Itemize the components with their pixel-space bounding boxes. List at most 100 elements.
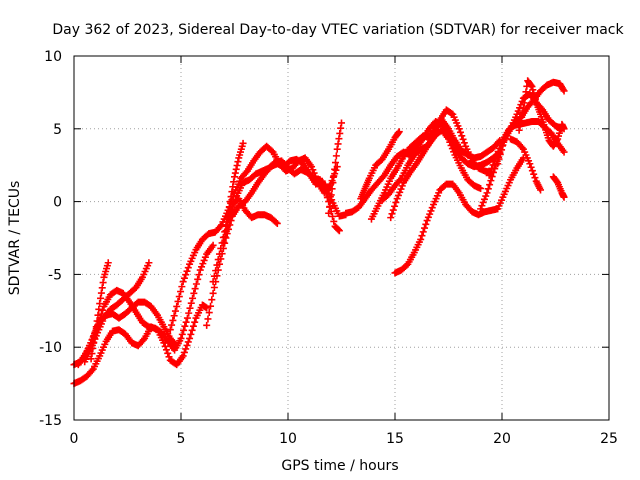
data-point	[181, 322, 189, 330]
data-point	[394, 191, 402, 199]
data-point	[227, 193, 235, 201]
data-point	[325, 209, 333, 217]
data-point	[183, 314, 191, 322]
data-point	[327, 191, 335, 199]
data-arc	[70, 301, 211, 388]
data-point	[527, 81, 535, 89]
data-point	[99, 279, 107, 287]
data-point	[198, 263, 206, 271]
data-point	[560, 125, 568, 133]
data-point	[189, 322, 197, 330]
data-point	[397, 185, 405, 193]
data-point	[177, 334, 185, 342]
data-point	[487, 177, 495, 185]
data-point	[203, 321, 211, 329]
data-point	[228, 188, 236, 196]
data-point	[183, 341, 191, 349]
data-point	[560, 87, 568, 95]
data-point	[186, 334, 194, 342]
data-point	[427, 207, 435, 215]
data-point	[521, 93, 529, 101]
data-point	[499, 141, 507, 149]
data-point	[432, 127, 440, 135]
data-point	[91, 334, 99, 342]
data-point	[332, 159, 340, 167]
data-point	[180, 274, 188, 282]
data-point	[335, 135, 343, 143]
data-point	[421, 224, 429, 232]
data-point	[179, 352, 187, 360]
data-point	[189, 294, 197, 302]
y-tick-label: 0	[53, 195, 62, 211]
data-point	[161, 342, 169, 350]
data-point	[445, 135, 452, 143]
x-tick-label: 15	[386, 431, 404, 447]
data-arc	[166, 142, 341, 334]
data-arc	[81, 259, 153, 366]
data-point	[477, 205, 485, 213]
data-point	[426, 210, 434, 218]
data-point	[273, 219, 281, 227]
data-point	[204, 315, 212, 323]
data-point	[478, 202, 486, 210]
data-point	[450, 148, 458, 156]
data-point	[190, 289, 198, 297]
data-point	[324, 186, 332, 194]
data-point	[170, 312, 178, 320]
x-tick-label: 5	[177, 431, 186, 447]
data-point	[88, 350, 96, 358]
data-point	[456, 128, 464, 136]
data-point	[184, 338, 192, 346]
data-point	[98, 284, 106, 292]
data-point	[212, 267, 220, 275]
data-point	[196, 266, 204, 274]
y-tick-label: -15	[39, 413, 62, 429]
data-point	[233, 161, 241, 169]
y-tick-label: 10	[44, 49, 62, 65]
data-point	[417, 235, 425, 243]
data-point	[482, 192, 490, 200]
data-point	[387, 214, 395, 222]
tick-labels: 0 5 10 15 20 25 -15 -10 -5 0 5 10	[39, 49, 618, 447]
x-tick-label: 0	[70, 431, 79, 447]
data-point	[177, 288, 185, 296]
data-point	[99, 306, 107, 314]
data-point	[460, 139, 468, 147]
data-point	[418, 232, 426, 240]
data-point	[192, 280, 200, 288]
data-point	[97, 289, 105, 297]
data-point	[527, 163, 535, 171]
data-point	[96, 300, 104, 308]
data-point	[553, 136, 561, 144]
data-point	[209, 289, 217, 297]
data-point	[223, 221, 231, 229]
data-arc	[549, 173, 568, 201]
data-point	[330, 172, 338, 180]
data-point	[232, 165, 240, 173]
data-point	[393, 195, 401, 203]
data-point	[179, 278, 187, 286]
data-point	[104, 259, 112, 267]
chart-title: Day 362 of 2023, Sidereal Day-to-day VTE…	[52, 22, 624, 38]
data-point	[331, 165, 339, 173]
data-point	[394, 129, 402, 137]
data-point	[526, 160, 534, 168]
data-point	[332, 152, 340, 160]
data-point	[89, 344, 97, 352]
data-point	[483, 189, 491, 197]
data-arc	[209, 195, 281, 286]
data-point	[485, 171, 493, 179]
data-point	[308, 163, 316, 171]
data-point	[333, 145, 341, 153]
y-tick-label: -5	[48, 267, 62, 283]
data-point	[447, 141, 455, 149]
data-point	[531, 92, 539, 100]
data-point	[448, 145, 456, 153]
data-point	[182, 318, 190, 326]
data-point	[326, 197, 334, 205]
data-point	[201, 253, 209, 261]
data-point	[180, 326, 188, 334]
data-point	[91, 329, 99, 337]
data-point	[531, 174, 539, 182]
data-point	[516, 122, 524, 130]
